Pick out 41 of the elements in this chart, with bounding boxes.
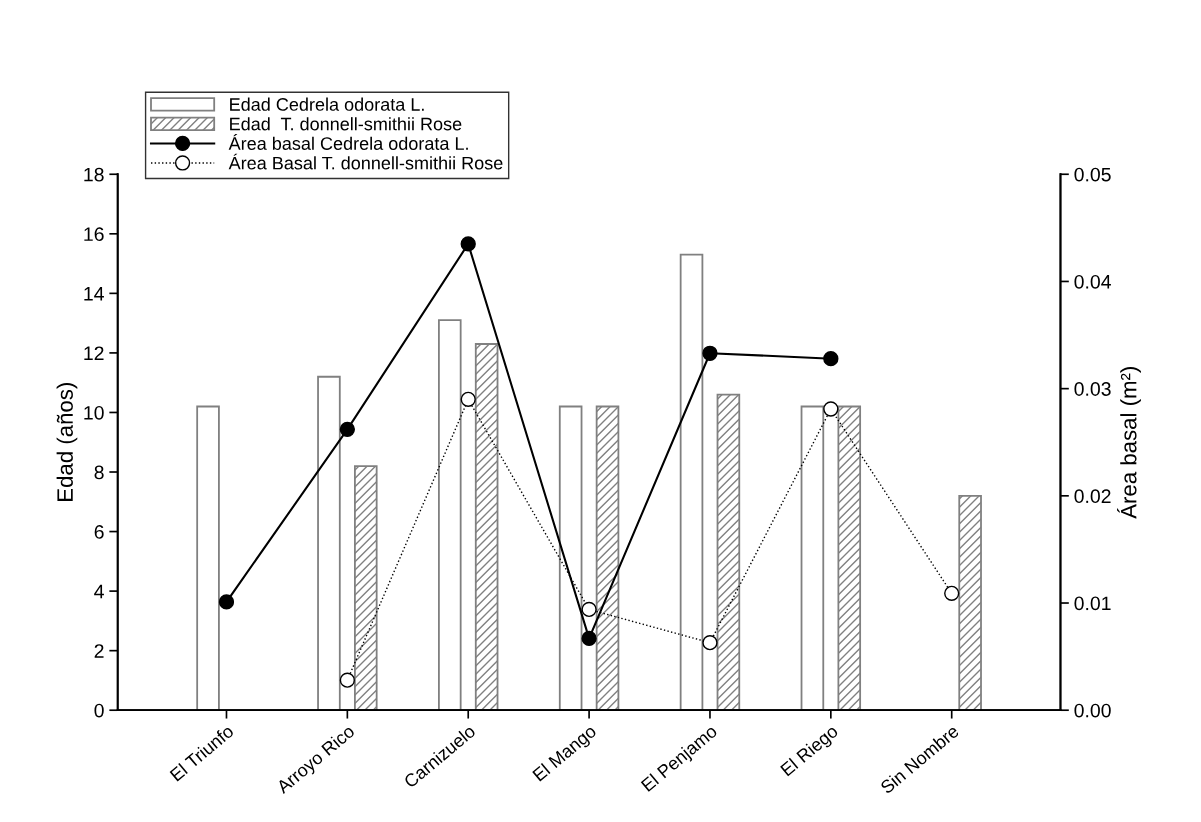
y-tick-label: 4 — [94, 584, 104, 599]
y-axis-title: Edad (años) — [56, 383, 78, 501]
y-tick-label: 16 — [84, 227, 104, 242]
y-tick-label: 2 — [94, 644, 104, 658]
point — [339, 421, 355, 438]
bar — [716, 393, 741, 711]
y2-tick-label: 0.02 — [1074, 489, 1111, 504]
legend-label: Edad Cedrela odorata L. — [230, 97, 424, 111]
point — [702, 345, 718, 361]
bar — [474, 343, 499, 711]
y-tick-label: 18 — [84, 167, 104, 182]
point — [460, 391, 476, 408]
legend-label: Edad T. donnell-smithii Rose — [230, 117, 462, 131]
y-tick-label: 0 — [94, 703, 104, 718]
y2-tick-label: 0.00 — [1074, 703, 1111, 718]
y-tick-label: 14 — [84, 287, 104, 301]
point — [581, 601, 597, 618]
bar — [595, 405, 620, 711]
point — [339, 672, 355, 688]
y-tick-label: 6 — [94, 525, 104, 539]
y2-tick-label: 0.03 — [1074, 382, 1111, 396]
y2-tick-label: 0.01 — [1074, 596, 1111, 611]
bar — [354, 465, 378, 711]
legend-label: Área basal Cedrela odorata L. — [228, 134, 468, 150]
bar — [196, 405, 220, 711]
point — [823, 350, 839, 367]
point — [702, 635, 718, 651]
bar — [958, 494, 982, 711]
y-tick-label: 10 — [84, 405, 104, 420]
y2-tick-label: 0.05 — [1074, 167, 1111, 182]
point — [944, 585, 960, 602]
point — [823, 401, 839, 417]
point — [460, 236, 476, 252]
point — [581, 630, 597, 647]
y-tick-label: 8 — [94, 465, 104, 480]
y-tick-label: 12 — [84, 346, 104, 360]
point — [218, 594, 235, 610]
bar — [837, 405, 862, 711]
y2-tick-label: 0.04 — [1074, 274, 1111, 289]
y2-axis-title: Área basal (m²) — [1117, 367, 1141, 519]
legend-label: Área Basal T. donnell-smithii Rose — [228, 153, 503, 170]
